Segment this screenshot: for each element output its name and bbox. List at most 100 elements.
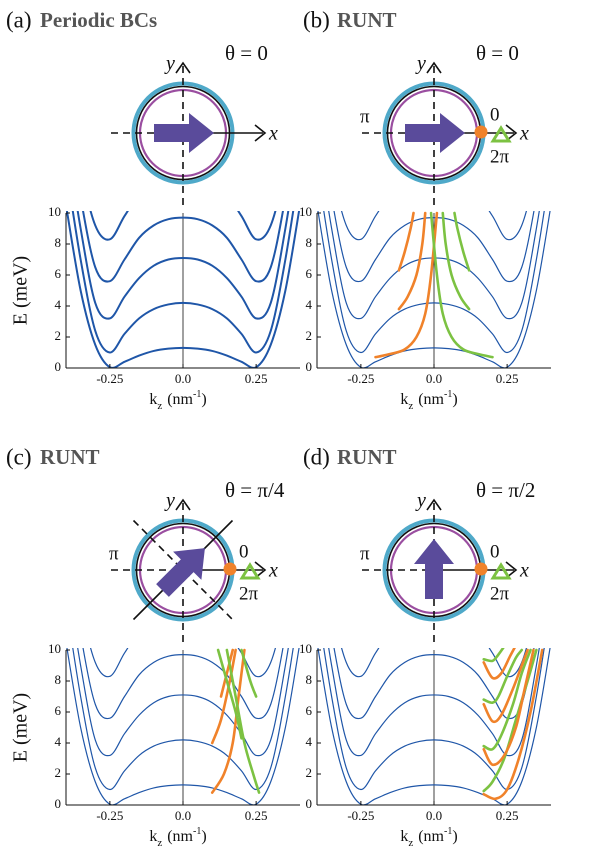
band-line <box>72 648 294 791</box>
orientation-diagram: θ = 0 y x <box>111 41 278 205</box>
y-tick-label: 10 <box>299 204 312 219</box>
y-tick-label: 6 <box>55 703 62 718</box>
theta-label: θ = 0 <box>476 41 519 65</box>
band-line <box>89 648 277 678</box>
y-tick-label: 8 <box>306 235 313 250</box>
y-tick-label: 4 <box>55 297 62 312</box>
moment-arrow <box>405 113 465 153</box>
phase-start-marker <box>474 562 488 576</box>
band-line <box>317 648 551 805</box>
y-tick-label: 8 <box>306 672 313 687</box>
phase-right: 0 <box>490 104 500 125</box>
axis-h-head <box>254 561 267 579</box>
band-line <box>482 648 524 705</box>
band-line <box>216 648 243 740</box>
x-axis-label-part: z <box>408 837 413 849</box>
axis-label-y: y <box>415 490 426 512</box>
x-tick-label: 0.0 <box>426 371 442 386</box>
band-line <box>482 648 535 767</box>
y-tick-label: 10 <box>299 641 312 656</box>
band-line <box>397 211 427 311</box>
x-axis-label-part: k <box>149 391 157 408</box>
x-tick-label: 0.0 <box>175 808 191 823</box>
axis-label-y: y <box>164 490 175 512</box>
x-axis-label: kz (nm-1) <box>400 826 457 849</box>
band-line <box>66 211 300 368</box>
y-tick-label: 10 <box>48 204 61 219</box>
y-tick-label: 2 <box>306 765 313 780</box>
y-axis-label: E (meV) <box>10 256 32 325</box>
band-line <box>429 211 494 359</box>
band-line <box>482 648 538 793</box>
phase-right: 0 <box>490 541 500 562</box>
x-tick-label: 0.25 <box>245 808 268 823</box>
moment-arrow <box>414 539 454 599</box>
band-line <box>317 211 551 368</box>
band-line <box>210 648 246 794</box>
axis-label-y: y <box>164 53 175 75</box>
panel-label: (c) <box>6 444 32 469</box>
axis-label-x: x <box>519 123 529 145</box>
band-line <box>210 648 237 745</box>
band-line <box>323 648 545 791</box>
x-axis-label-part: ) <box>201 828 206 845</box>
y-tick-label: 4 <box>306 297 313 312</box>
y-tick-label: 0 <box>306 359 313 374</box>
panel-title: RUNT <box>337 445 397 469</box>
x-tick-label: 0.25 <box>496 371 519 386</box>
orientation-diagram: θ = π/4 y x π 0 2π <box>109 478 285 642</box>
panel-label: (d) <box>303 444 330 469</box>
band-line <box>482 648 505 663</box>
y-tick-label: 6 <box>55 266 62 281</box>
axis-label-y: y <box>415 53 426 75</box>
phase-end-marker <box>490 562 512 580</box>
axis-label-x: x <box>268 560 278 582</box>
orientation-diagram: θ = π/2 y x π 0 2π <box>360 478 535 642</box>
panel: (d) RUNT θ = π/2 y x π 0 2π 0 2 4 6 8 10 -0.25 0.0 0.25 k… <box>299 444 551 849</box>
band-line <box>328 648 540 757</box>
axis-label-x: x <box>268 123 278 145</box>
band-line <box>482 648 529 724</box>
phase-bottom: 2π <box>490 583 510 604</box>
band-line <box>397 211 415 272</box>
panel: (a) Periodic BCs θ = 0 y x 0 2 4 6 8 10 -0.25 0.0 0.2… <box>6 7 300 412</box>
x-axis-label-part: (nm <box>167 828 193 845</box>
phase-end-marker <box>490 125 512 143</box>
band-line <box>333 211 535 283</box>
band-line <box>219 648 235 698</box>
band-line <box>240 648 258 698</box>
x-axis-label-part: -1 <box>444 826 452 837</box>
x-tick-label: 0.25 <box>496 808 519 823</box>
x-tick-label: -0.25 <box>347 371 374 386</box>
axis-v-head <box>175 498 191 511</box>
phase-end-marker <box>239 562 261 580</box>
axis-h-head <box>505 561 518 579</box>
band-line <box>441 211 471 311</box>
band-line <box>323 211 545 354</box>
x-axis-label-part: z <box>157 837 162 849</box>
theta-label: θ = 0 <box>225 41 268 65</box>
x-axis-label-part: ) <box>452 391 457 408</box>
y-tick-label: 2 <box>55 328 62 343</box>
y-tick-label: 6 <box>306 703 313 718</box>
band-line <box>76 211 290 320</box>
y-tick-label: 8 <box>55 672 62 687</box>
y-tick-label: 6 <box>306 266 313 281</box>
axis-v-head <box>426 61 442 74</box>
y-tick-label: 2 <box>306 328 313 343</box>
phase-left: π <box>360 543 370 564</box>
band-line <box>374 211 439 359</box>
y-tick-label: 8 <box>55 235 62 250</box>
x-axis-label-part: z <box>408 400 413 412</box>
x-axis-label-part: -1 <box>444 389 452 400</box>
x-axis-label-part: (nm <box>418 828 444 845</box>
y-tick-label: 0 <box>55 359 62 374</box>
phase-start-marker <box>474 125 488 139</box>
band-line <box>482 648 544 801</box>
band-line <box>225 648 261 794</box>
x-tick-label: -0.25 <box>96 371 123 386</box>
y-tick-label: 0 <box>55 796 62 811</box>
axis-label-x: x <box>519 560 529 582</box>
x-tick-label: 0.0 <box>175 371 191 386</box>
x-axis-label-part: ) <box>201 391 206 408</box>
